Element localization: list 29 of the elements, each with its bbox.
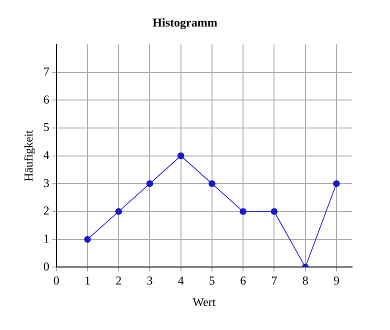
x-tick-label: 9	[333, 274, 340, 288]
y-axis-title: Häufigkeit	[21, 129, 36, 182]
x-tick-label: 4	[178, 274, 184, 288]
point	[240, 208, 246, 215]
x-tick-label: 2	[116, 274, 122, 288]
point	[270, 208, 278, 215]
x-tick-label: 6	[240, 274, 246, 288]
y-tick-label: 5	[43, 120, 50, 134]
y-tick-label: 6	[43, 92, 50, 106]
point	[177, 152, 184, 160]
x-tick-label: 5	[208, 274, 215, 288]
point	[333, 180, 340, 188]
x-tick-label: 0	[53, 274, 60, 288]
point	[115, 208, 122, 215]
x-tick-label: 7	[271, 274, 278, 288]
x-tick-label: 1	[84, 274, 91, 288]
x-tick-label: 8	[302, 274, 308, 288]
y-tick-label: 1	[43, 232, 50, 246]
chart-title: Histogramm	[152, 15, 218, 30]
point	[146, 180, 154, 188]
y-tick-label: 2	[43, 204, 50, 218]
point	[84, 236, 91, 243]
y-tick-label: 7	[43, 64, 50, 78]
y-tick-label: 4	[43, 148, 50, 162]
point	[208, 180, 216, 188]
x-tick-label: 3	[146, 274, 153, 288]
y-tick-label: 0	[43, 259, 50, 274]
x-axis-title: Wert	[192, 294, 216, 309]
y-tick-label: 3	[43, 176, 50, 190]
